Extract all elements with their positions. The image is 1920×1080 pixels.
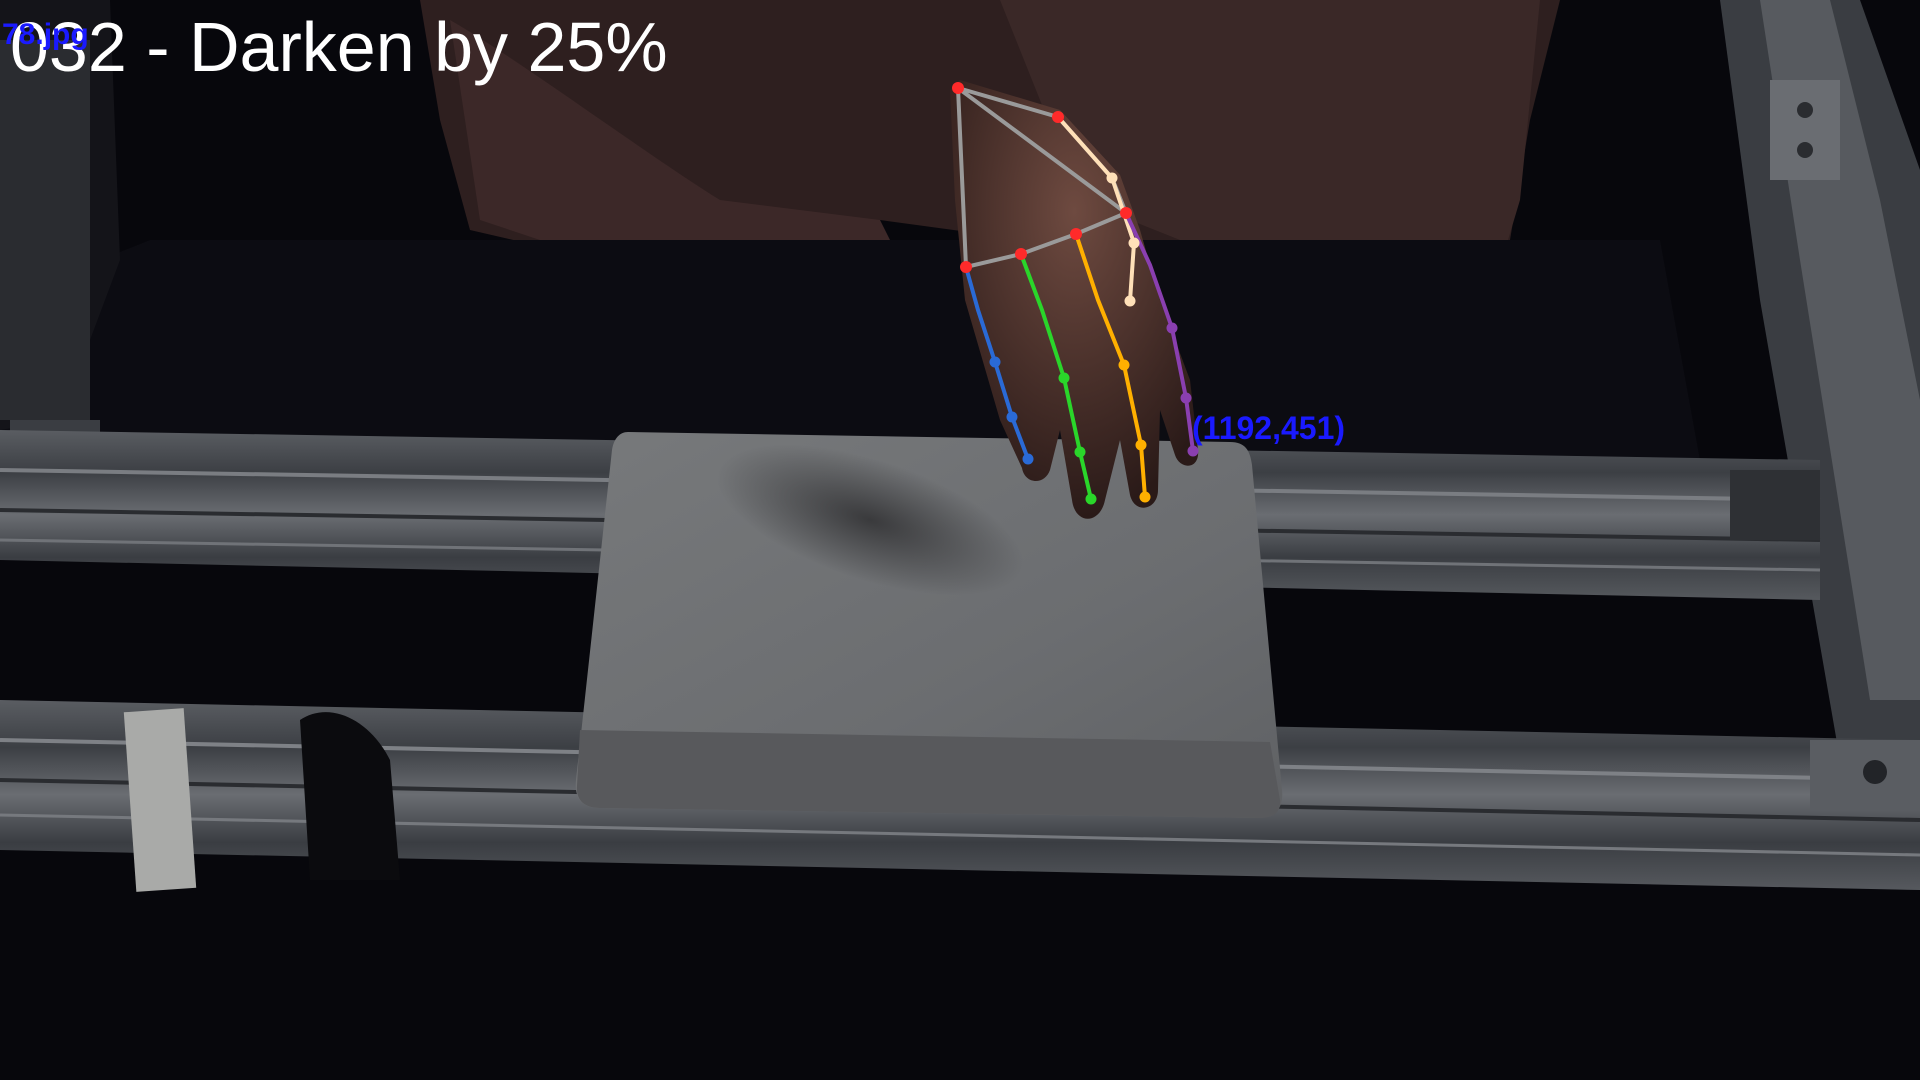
filename-label: 78.jpg	[2, 18, 89, 51]
index-tip-joint	[1187, 445, 1199, 457]
thumb-base-joint	[1052, 111, 1064, 123]
trackpad	[575, 432, 1283, 818]
hand	[950, 80, 1199, 519]
fingertip-coordinate-label: (1192,451)	[1192, 410, 1346, 446]
frame-title-text: 032 - Darken by 25%	[10, 8, 668, 86]
hand-joints	[952, 82, 1199, 505]
wrist-joint	[952, 82, 964, 94]
palm-diagonal	[956, 86, 1128, 215]
right-frame-post	[1720, 0, 1920, 760]
left-frame-post	[0, 40, 100, 480]
